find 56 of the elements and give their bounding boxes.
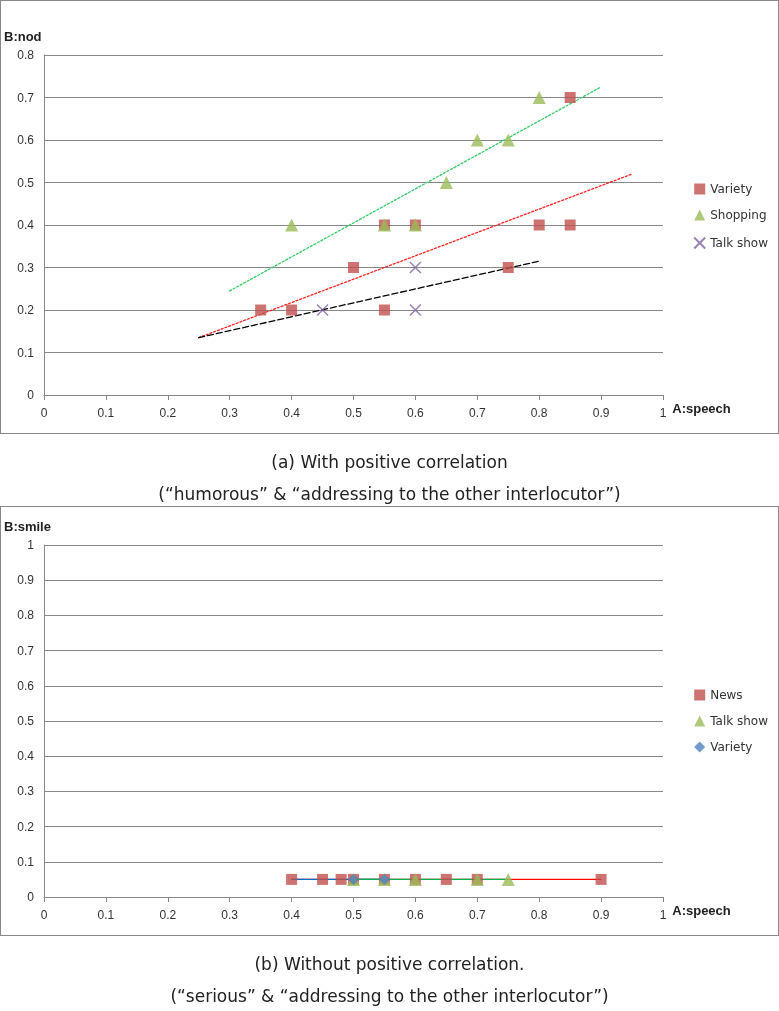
- x-tick-label: 1: [659, 406, 667, 420]
- x-tick-label: 0.6: [407, 406, 425, 420]
- x-tick-label: 0.4: [283, 406, 301, 420]
- legend-label: News: [710, 688, 743, 702]
- x-tick-label: 0.3: [221, 908, 239, 922]
- y-tick-label: 0.9: [17, 573, 35, 588]
- y-tick-label: 0.1: [17, 345, 35, 360]
- x-axis-title: A:speech: [672, 903, 731, 918]
- y-tick-label: 0.5: [17, 714, 35, 728]
- y-tick-label: 0.7: [17, 643, 35, 658]
- x-tick-label: 0.7: [468, 908, 486, 922]
- x-tick-label: 0.5: [345, 406, 363, 420]
- y-tick-label: 0.4: [17, 749, 35, 764]
- legend-label: Talk show: [709, 714, 769, 728]
- x-tick-label: 0.5: [345, 908, 363, 922]
- legend-label: Variety: [710, 182, 753, 196]
- y-tick-label: 0.3: [17, 260, 35, 275]
- legend-label: Shopping: [710, 208, 767, 222]
- y-tick-label: 0.1: [17, 854, 35, 869]
- text: (b) Without positive correlation.: [253, 953, 526, 976]
- y-tick-label: 0.8: [17, 608, 35, 623]
- x-tick-label: 0.3: [221, 406, 239, 420]
- y-tick-label: 1: [27, 538, 35, 552]
- legend-label: Talk show: [709, 236, 769, 250]
- y-axis-title: B:smile: [4, 519, 51, 534]
- x-tick-label: 0.8: [530, 406, 548, 420]
- text: (“serious” & “addressing to the other interlocutor”): [169, 985, 610, 1008]
- y-tick-label: 0: [27, 890, 35, 904]
- x-tick-label: 0.2: [159, 908, 177, 922]
- y-tick-label: 0.4: [17, 218, 35, 232]
- x-tick-label: 0.8: [530, 908, 548, 922]
- x-tick-label: 0.2: [159, 406, 177, 420]
- x-tick-label: 1: [659, 908, 667, 922]
- y-tick-label: 0.6: [17, 678, 35, 693]
- legend-label: Variety: [710, 740, 753, 754]
- y-tick-label: 0.2: [17, 819, 35, 834]
- y-axis-title: B:nod: [4, 29, 42, 44]
- y-tick-label: 0.2: [17, 303, 35, 317]
- x-tick-label: 0.6: [407, 908, 425, 922]
- y-tick-label: 0.8: [17, 48, 35, 62]
- x-tick-label: 0.1: [97, 908, 115, 922]
- y-tick-label: 0.6: [17, 133, 35, 147]
- x-tick-label: 0.9: [592, 908, 610, 922]
- x-tick-label: 0: [40, 908, 48, 922]
- y-tick-label: 0.3: [17, 784, 35, 799]
- x-axis-title: A:speech: [672, 401, 731, 416]
- y-tick-label: 0.5: [17, 175, 35, 190]
- x-tick-label: 0.4: [283, 908, 301, 922]
- x-tick-label: 0.9: [592, 406, 610, 420]
- text: (a) With positive correlation: [270, 451, 509, 474]
- x-tick-label: 0.1: [97, 406, 115, 420]
- y-tick-label: 0.7: [17, 90, 35, 105]
- x-tick-label: 0: [40, 406, 48, 420]
- y-tick-label: 0: [27, 388, 35, 402]
- text: (“humorous” & “addressing to the other interlocutor”): [157, 483, 622, 506]
- x-tick-label: 0.7: [468, 406, 486, 420]
